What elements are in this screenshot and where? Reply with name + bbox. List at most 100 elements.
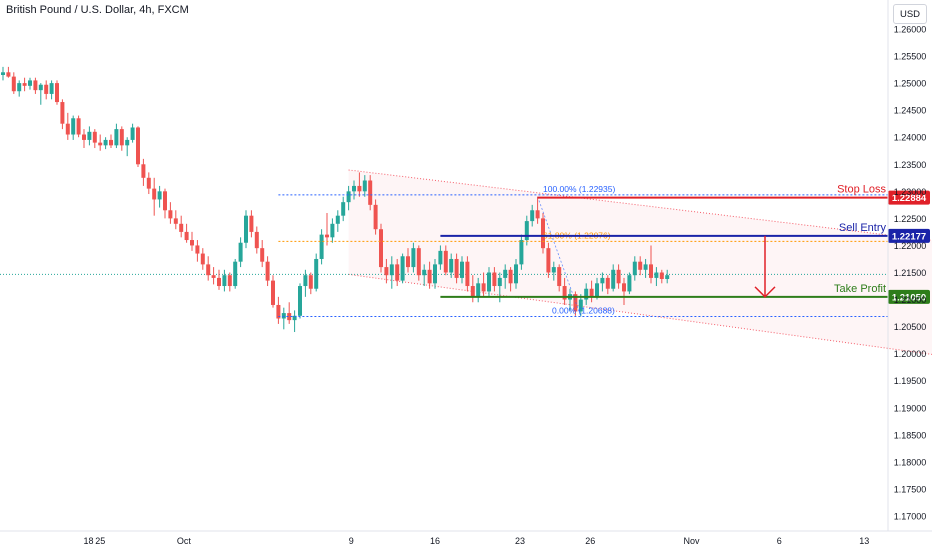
candle-body	[557, 267, 562, 287]
time-tick-label: 13	[859, 536, 869, 546]
candle-body	[87, 131, 92, 140]
candle-body	[578, 299, 583, 312]
candle-body	[519, 240, 524, 265]
level-price-tag	[888, 289, 930, 304]
candle-body	[665, 275, 670, 279]
candle-body	[217, 277, 221, 287]
candle-body	[281, 313, 286, 319]
candle-body	[341, 202, 346, 216]
candle-body	[508, 269, 513, 284]
candle-body	[55, 83, 59, 103]
candle-body	[600, 277, 605, 284]
candle-body	[546, 248, 551, 273]
candle-body	[530, 210, 535, 222]
candle-body	[276, 304, 281, 319]
candle-body	[433, 264, 437, 284]
level-price-label: 1.22177	[892, 231, 926, 242]
candle-body	[335, 215, 340, 224]
time-tick-label: 25	[95, 536, 105, 546]
time-tick-label: Nov	[683, 536, 700, 546]
candle-body	[611, 269, 616, 289]
candle-body	[319, 234, 324, 259]
price-tick-label: 1.23000	[894, 187, 927, 197]
candle-body	[152, 188, 157, 200]
level-name: Sell Entry	[839, 222, 887, 234]
candle-body	[260, 248, 265, 262]
candle-body	[379, 229, 383, 268]
candle-body	[476, 283, 481, 297]
candle-body	[406, 256, 410, 268]
candle-body	[357, 185, 362, 192]
candle-body	[524, 221, 529, 241]
candle-body	[271, 280, 275, 305]
candle-body	[287, 313, 292, 321]
candle-body	[470, 286, 475, 297]
price-tick-label: 1.19000	[894, 403, 927, 413]
candle-body	[460, 261, 464, 278]
candle-body	[195, 245, 200, 254]
candle-body	[654, 272, 659, 278]
candle-body	[465, 261, 470, 287]
candle-body	[244, 215, 248, 243]
price-tick-label: 1.22000	[894, 241, 927, 251]
candle-body	[541, 218, 545, 249]
candle-body	[238, 242, 243, 262]
levels-group: 100.00% (1.22935)61.80% (1.22076)0.00% (…	[278, 184, 930, 317]
candle-body	[17, 83, 22, 92]
candle-body	[616, 269, 621, 284]
candle-body	[125, 139, 130, 146]
candle-body	[265, 261, 270, 281]
candle-body	[227, 275, 232, 287]
candle-body	[352, 185, 356, 192]
candle-body	[173, 218, 178, 224]
candle-body	[254, 231, 259, 249]
price-tick-label: 1.24000	[894, 133, 927, 143]
time-tick-label: 6	[777, 536, 782, 546]
candle-body	[346, 191, 351, 203]
candle-body	[206, 264, 211, 276]
candle-body	[632, 261, 637, 276]
level-name: Take Profit	[834, 283, 886, 295]
candle-body	[368, 180, 373, 205]
fib-label: 0.00% (1.20688)	[552, 305, 615, 315]
price-tick-label: 1.17500	[894, 484, 927, 494]
candle-body	[551, 267, 556, 273]
candle-body	[22, 83, 27, 86]
candle-body	[449, 258, 454, 273]
price-tick-label: 1.18500	[894, 430, 927, 440]
chart-title: British Pound / U.S. Dollar, 4h, FXCM	[6, 4, 189, 16]
price-tick-label: 1.25500	[894, 52, 927, 62]
candle-body	[103, 139, 108, 146]
candle-body	[163, 191, 167, 211]
candle-body	[589, 288, 594, 297]
candle-body	[584, 288, 589, 300]
currency-button[interactable]: USD	[893, 4, 927, 24]
level-price-tag	[888, 228, 930, 243]
candle-body	[400, 256, 405, 281]
candle-body	[487, 272, 491, 292]
candle-body	[503, 269, 508, 278]
candle-body	[49, 83, 54, 94]
candle-body	[395, 264, 400, 281]
time-tick-label: 9	[349, 536, 354, 546]
candle-body	[373, 204, 378, 230]
candle-body	[6, 72, 11, 77]
time-tick-label: 16	[430, 536, 440, 546]
candle-body	[136, 127, 140, 165]
candle-body	[292, 315, 297, 321]
candle-body	[605, 277, 610, 289]
candle-body	[454, 258, 459, 278]
candle-body	[190, 240, 194, 246]
channel-upper-line	[348, 169, 932, 241]
candle-body	[233, 261, 238, 287]
candle-body	[1, 72, 5, 75]
candle-body	[535, 210, 540, 219]
candle-body	[638, 261, 643, 270]
candle-body	[438, 250, 443, 265]
time-tick-label: 18	[83, 536, 93, 546]
price-tick-label: 1.20000	[894, 349, 927, 359]
candle-body	[146, 177, 151, 189]
